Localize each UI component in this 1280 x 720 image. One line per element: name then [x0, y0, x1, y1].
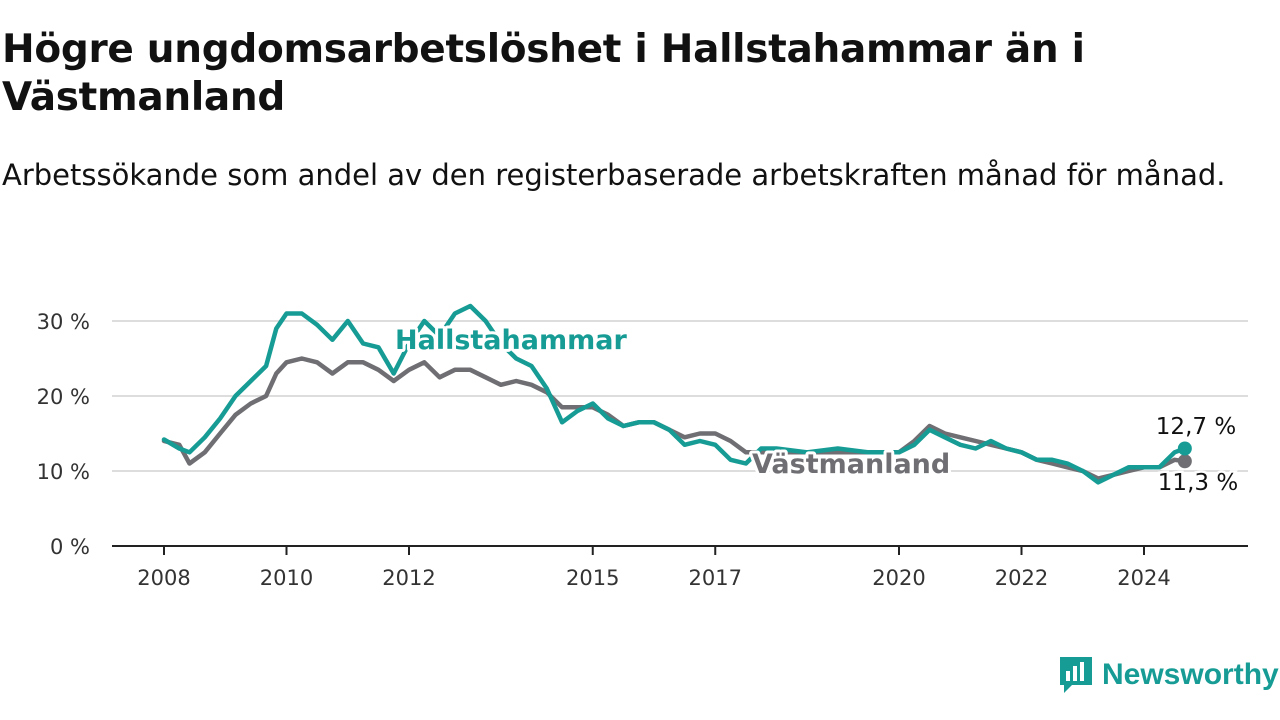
- x-tick-label: 2010: [260, 566, 313, 590]
- series-labels: Hallstahammar Västmanland 12,7 % 11,3 %: [392, 322, 1241, 499]
- end-point-hallstahammar: [1177, 441, 1192, 456]
- series-label-hallstahammar: Hallstahammar: [395, 325, 627, 356]
- x-axis: 2008 2010 2012 2015 2017 2020 2022 2024: [112, 545, 1248, 590]
- chart-title: Högre ungdomsarbetslöshet i Hallstahamma…: [2, 27, 1085, 120]
- series-line-hallstahammar: [161, 303, 1188, 485]
- y-axis-ticks: 0 % 10 % 20 % 30 %: [37, 310, 90, 559]
- line-chart: 0 % 10 % 20 % 30 % 2008 2010 2012 2015 2017 2020…: [37, 303, 1248, 590]
- x-tick-label: 2015: [566, 566, 619, 590]
- x-tick-label: 2024: [1117, 566, 1170, 590]
- y-tick-label: 10 %: [37, 460, 90, 484]
- newsworthy-logo-icon: [1060, 657, 1092, 693]
- x-tick-label: 2008: [137, 566, 190, 590]
- end-value-label-hallstahammar: 12,7 %: [1156, 414, 1236, 440]
- newsworthy-brand: Newsworthy: [1058, 654, 1279, 696]
- series-lines: [161, 303, 1192, 485]
- x-tick-label: 2017: [689, 566, 742, 590]
- x-tick-label: 2012: [382, 566, 435, 590]
- brand-name: Newsworthy: [1102, 658, 1279, 691]
- end-value-label-vastmanland: 11,3 %: [1158, 470, 1238, 496]
- y-tick-label: 20 %: [37, 385, 90, 409]
- y-tick-label: 30 %: [37, 310, 90, 334]
- end-point-vastmanland: [1177, 454, 1192, 469]
- x-tick-label: 2022: [995, 566, 1048, 590]
- series-label-vastmanland: Västmanland: [752, 449, 950, 480]
- series-line-vastmanland: [161, 356, 1188, 481]
- y-tick-label: 0 %: [50, 535, 90, 559]
- grid-lines: [112, 320, 1248, 472]
- chart-subtitle: Arbetssökande som andel av den registerb…: [2, 158, 1226, 192]
- x-tick-label: 2020: [872, 566, 925, 590]
